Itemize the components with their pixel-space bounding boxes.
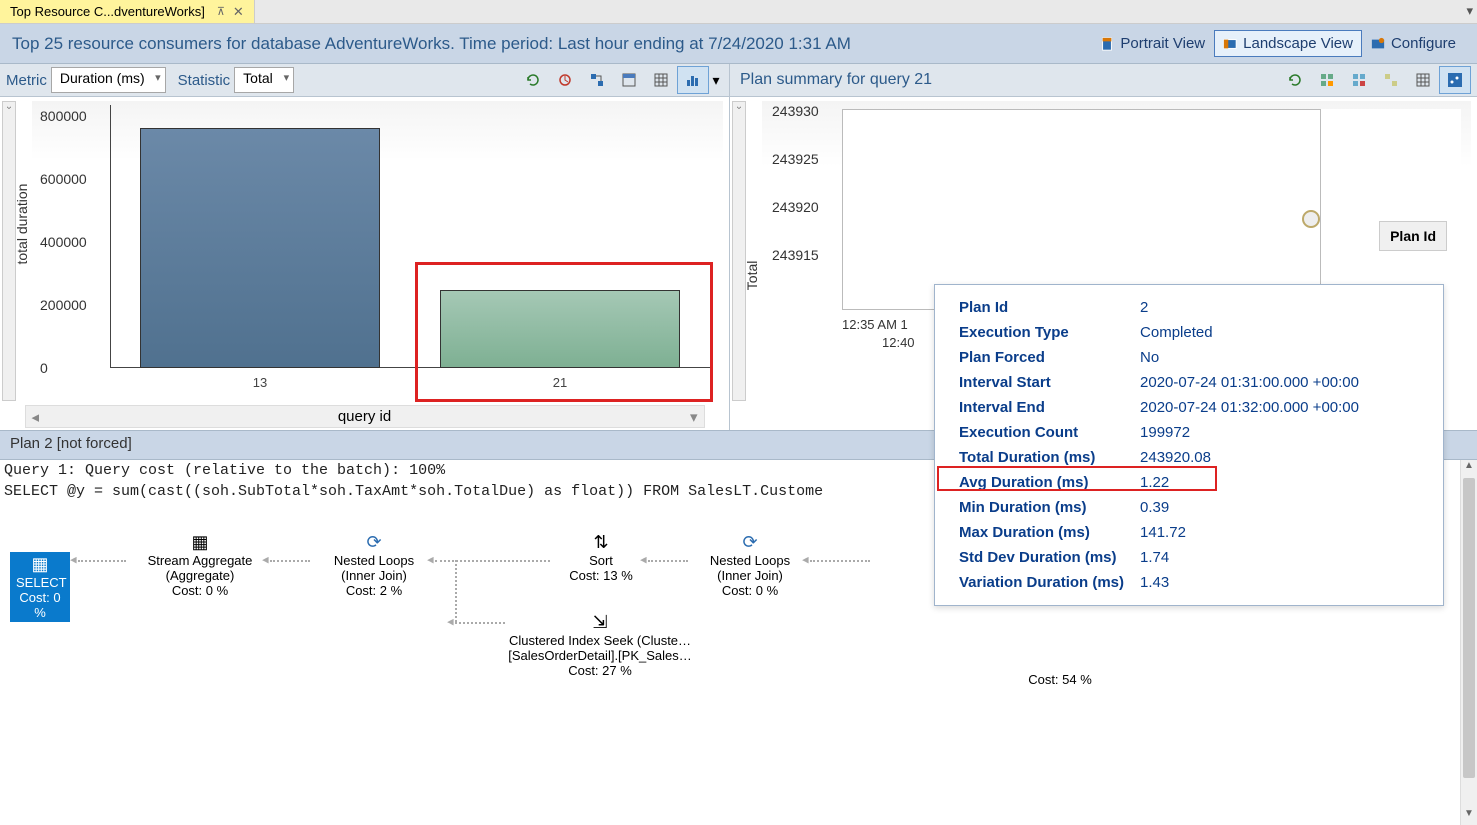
toolbar-overflow-icon[interactable]: ▾ — [709, 66, 723, 94]
bar-query-21[interactable] — [440, 290, 680, 368]
x-tick: 13 — [253, 375, 267, 390]
node-stream-aggregate[interactable]: ▦ Stream Aggregate (Aggregate) Cost: 0 % — [130, 532, 270, 598]
y-tick: 0 — [40, 360, 48, 376]
y-tick: 400000 — [40, 234, 87, 250]
bar-chart-panel: › total duration 0 200000 400000 600000 … — [0, 97, 730, 430]
tooltip-row: Interval End2020-07-24 01:32:00.000 +00:… — [951, 395, 1367, 420]
node-nested-loops-2[interactable]: ⟳ Nested Loops (Inner Join) Cost: 0 % — [690, 532, 810, 598]
document-tab[interactable]: Top Resource C...dventureWorks] ⊼ ✕ — [0, 0, 255, 23]
detail-grid-icon[interactable] — [613, 66, 645, 94]
node-extra-cost: Cost: 54 % — [1000, 672, 1120, 687]
tab-bar: Top Resource C...dventureWorks] ⊼ ✕ ▾ — [0, 0, 1477, 24]
track-query-icon[interactable] — [581, 66, 613, 94]
tooltip-row: Interval Start2020-07-24 01:31:00.000 +0… — [951, 370, 1367, 395]
y-axis-label: total duration — [14, 184, 30, 265]
tooltip-row: Variation Duration (ms)1.43 — [951, 570, 1367, 595]
plan-connector — [455, 560, 457, 622]
x-tick: 21 — [553, 375, 567, 390]
landscape-icon — [1223, 37, 1237, 51]
statistic-label: Statistic — [178, 72, 231, 89]
plan-header-title: Plan 2 [not forced] — [10, 435, 132, 452]
tooltip-row: Execution TypeCompleted — [951, 320, 1367, 345]
arrow — [648, 560, 688, 562]
arrow — [270, 560, 310, 562]
arrow — [78, 560, 126, 562]
page-title: Top 25 resource consumers for database A… — [12, 34, 851, 54]
join-icon: ⟳ — [690, 532, 810, 553]
plan-tooltip: Plan Id2Execution TypeCompletedPlan Forc… — [934, 284, 1444, 606]
plan-x-tick: 12:35 AM 1 — [842, 317, 908, 332]
aggregate-icon: ▦ — [130, 532, 270, 553]
statistic-value: Total — [243, 70, 273, 86]
portrait-view-label: Portrait View — [1120, 35, 1205, 52]
node-nested-loops-1[interactable]: ⟳ Nested Loops (Inner Join) Cost: 2 % — [314, 532, 434, 598]
grid-icon[interactable] — [645, 66, 677, 94]
plan-refresh-icon[interactable] — [1279, 66, 1311, 94]
plan-y-tick: 243930 — [772, 103, 819, 119]
vertical-scrollbar[interactable]: ▲ ▼ — [1460, 460, 1477, 825]
configure-label: Configure — [1391, 35, 1456, 52]
node-sort[interactable]: ⇅ Sort Cost: 13 % — [556, 532, 646, 583]
bar-query-13[interactable] — [140, 128, 380, 368]
seek-icon: ⇲ — [480, 612, 720, 633]
tooltip-row: Std Dev Duration (ms)1.74 — [951, 545, 1367, 570]
plan-data-point[interactable] — [1302, 210, 1320, 228]
arrow — [435, 560, 550, 562]
plan-chart-icon[interactable] — [1439, 66, 1471, 94]
configure-icon — [1371, 37, 1385, 51]
bar-chart-area[interactable]: 0 200000 400000 600000 800000 13 21 — [32, 101, 723, 398]
tab-dropdown-icon[interactable]: ▾ — [1466, 3, 1473, 19]
landscape-view-button[interactable]: Landscape View — [1214, 30, 1362, 57]
node-index-seek[interactable]: ⇲ Clustered Index Seek (Cluste… [SalesOr… — [480, 612, 720, 678]
pin-icon[interactable]: ⊼ — [217, 5, 225, 18]
tooltip-row: Plan Id2 — [951, 295, 1367, 320]
tooltip-row: Plan ForcedNo — [951, 345, 1367, 370]
table-icon: ▦ — [16, 554, 64, 575]
expand-tab-right[interactable]: › — [732, 101, 746, 401]
header-bar: Top 25 resource consumers for database A… — [0, 24, 1477, 64]
y-tick: 600000 — [40, 171, 87, 187]
tab-title: Top Resource C...dventureWorks] — [10, 4, 205, 19]
refresh-icon[interactable] — [517, 66, 549, 94]
tooltip-row: Execution Count199972 — [951, 420, 1367, 445]
plan-y-tick: 243920 — [772, 199, 819, 215]
y-tick: 800000 — [40, 108, 87, 124]
y-tick: 200000 — [40, 297, 87, 313]
toolbar: Metric Duration (ms) Statistic Total ▾ P… — [0, 64, 1477, 97]
join-icon: ⟳ — [314, 532, 434, 553]
plan-x-tick2: 12:40 — [882, 335, 915, 350]
landscape-view-label: Landscape View — [1243, 35, 1353, 52]
close-icon[interactable]: ✕ — [233, 4, 244, 20]
plan-summary-title: Plan summary for query 21 — [740, 71, 932, 89]
metric-select[interactable]: Duration (ms) — [51, 67, 166, 93]
portrait-icon — [1100, 37, 1114, 51]
node-select[interactable]: ▦ SELECT Cost: 0 % — [10, 552, 70, 622]
plan-y-axis-label: Total — [744, 261, 760, 291]
configure-button[interactable]: Configure — [1362, 30, 1465, 57]
tooltip-row: Total Duration (ms)243920.08 — [951, 445, 1367, 470]
x-axis-title[interactable]: query id▾ — [25, 405, 705, 428]
chart-icon[interactable] — [677, 66, 709, 94]
tooltip-row: Avg Duration (ms)1.22 — [951, 470, 1367, 495]
tooltip-row: Min Duration (ms)0.39 — [951, 495, 1367, 520]
plan-id-legend: Plan Id — [1379, 221, 1447, 251]
plan-grid-icon[interactable] — [1407, 66, 1439, 94]
force-plan-icon[interactable] — [1311, 66, 1343, 94]
statistic-select[interactable]: Total — [234, 67, 294, 93]
compare-plan-icon[interactable] — [1375, 66, 1407, 94]
unforce-plan-icon[interactable] — [1343, 66, 1375, 94]
metric-value: Duration (ms) — [60, 70, 145, 86]
auto-refresh-icon[interactable] — [549, 66, 581, 94]
metric-label: Metric — [6, 72, 47, 89]
plan-y-tick: 243925 — [772, 151, 819, 167]
tooltip-row: Max Duration (ms)141.72 — [951, 520, 1367, 545]
plan-y-tick: 243915 — [772, 247, 819, 263]
portrait-view-button[interactable]: Portrait View — [1091, 30, 1214, 57]
sort-icon: ⇅ — [556, 532, 646, 553]
arrow — [810, 560, 870, 562]
